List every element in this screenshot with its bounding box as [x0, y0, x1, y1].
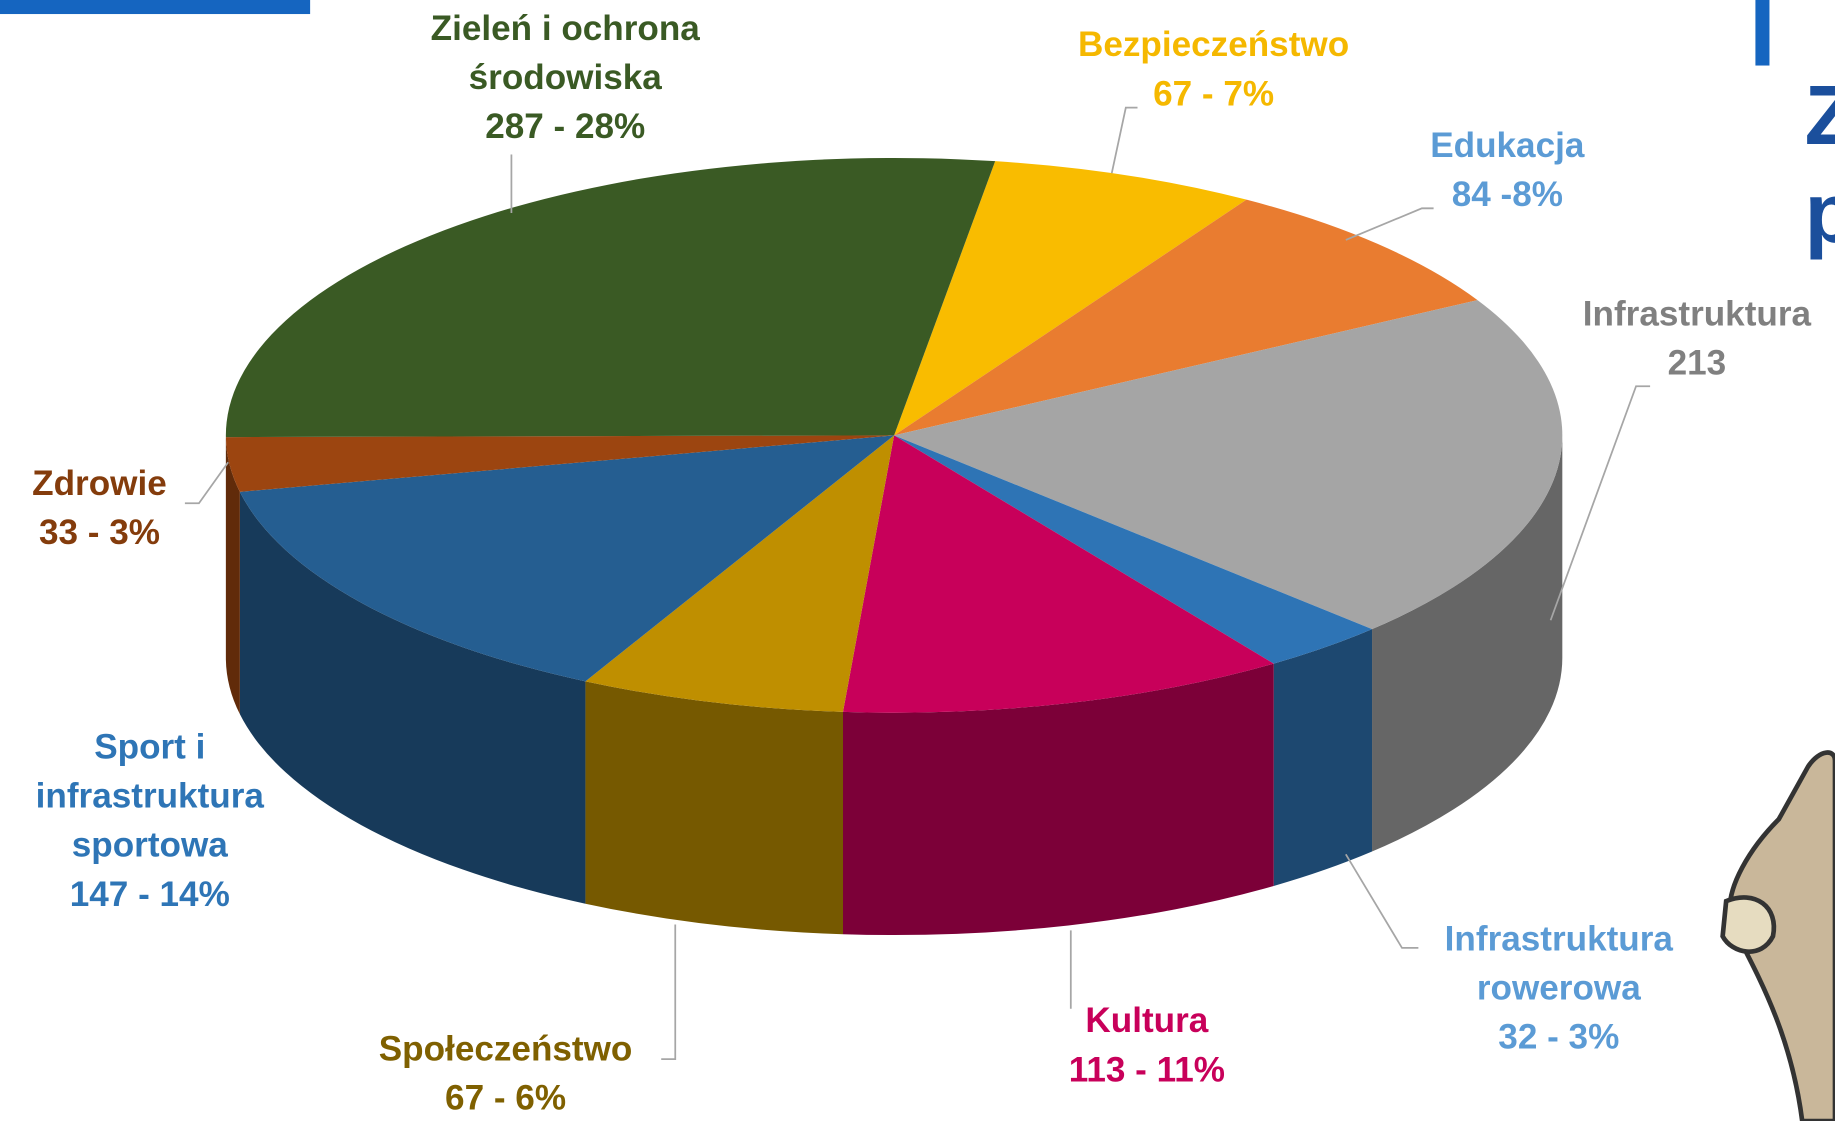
value-label: 33 - 3% — [38, 513, 160, 553]
category-name: Edukacja — [1430, 126, 1585, 166]
category-name: Infrastruktura rowerowa — [1444, 919, 1673, 1008]
slice-label: Bezpieczeństwo 67 - 7% — [980, 21, 1448, 119]
slice — [225, 435, 895, 492]
slice-label: Infrastruktura 213 — [1545, 290, 1835, 388]
slice-side — [585, 681, 843, 935]
title-bar — [1755, 0, 1770, 66]
category-name: Społeczeństwo — [378, 1029, 633, 1069]
slice — [894, 300, 1563, 630]
category-name: Kultura — [1085, 1001, 1209, 1041]
value-label: 213 — [1667, 344, 1727, 383]
heading-fragment: p — [1805, 166, 1835, 262]
slice — [894, 435, 1373, 664]
slice-side — [225, 437, 240, 715]
leader-line — [1549, 385, 1651, 621]
leader-line — [1345, 207, 1434, 241]
leader-line — [184, 461, 229, 505]
slice — [842, 435, 1274, 713]
slice-label: Kultura 113 - 11% — [971, 997, 1322, 1095]
category-name: Zdrowie — [32, 464, 167, 504]
value-label: 67 - 7% — [1153, 74, 1275, 114]
category-name: Zieleń i ochrona środowiska — [430, 9, 700, 98]
slice-label: Zdrowie 33 - 3% — [0, 460, 217, 558]
hand-illustration — [1720, 750, 1835, 1121]
value-label: 113 - 11% — [1068, 1050, 1225, 1090]
category-name: Infrastruktura — [1582, 294, 1812, 334]
slice-label: Infrastruktura rowerowa 32 - 3% — [1418, 915, 1699, 1062]
slice — [225, 157, 996, 438]
value-label: 287 - 28% — [485, 107, 646, 147]
category-name: Bezpieczeństwo — [1077, 25, 1350, 65]
value-label: 67 - 6% — [445, 1078, 567, 1118]
heading-fragment: Z — [1805, 68, 1835, 164]
value-label: 147 - 14% — [69, 875, 230, 914]
slice-label: Społeczeństwo 67 - 6% — [318, 1025, 692, 1121]
slice — [239, 435, 895, 682]
slice-side — [1273, 629, 1373, 886]
slice-side — [1372, 435, 1563, 852]
slice-side — [239, 491, 586, 904]
value-label: 32 - 3% — [1498, 1018, 1620, 1057]
slice-label: Edukacja 84 -8% — [1332, 122, 1683, 220]
category-name: Sport i infrastruktura sportowa — [35, 727, 264, 865]
slice-side — [842, 663, 1274, 936]
slice-label: Zieleń i ochrona środowiska 287 - 28% — [396, 5, 735, 152]
slice — [894, 199, 1478, 436]
value-label: 84 -8% — [1451, 175, 1563, 215]
header-bar — [0, 0, 311, 15]
slice — [585, 435, 895, 712]
leader-line — [661, 924, 677, 1060]
slice-label: Sport i infrastruktura sportowa 147 - 14% — [9, 723, 290, 920]
leader-line — [1345, 853, 1419, 949]
leader-line — [1110, 106, 1138, 174]
slice — [894, 161, 1247, 436]
